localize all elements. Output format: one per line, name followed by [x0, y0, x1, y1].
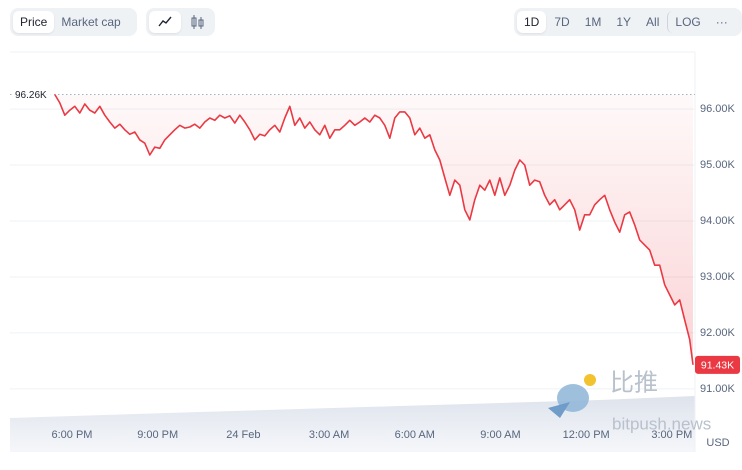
price-line	[54, 94, 694, 365]
watermark-text: bitpush.news	[612, 414, 711, 433]
x-tick-label: 3:00 PM	[651, 429, 692, 441]
y-tick-label: 93.00K	[700, 271, 736, 283]
range-button[interactable]: ···	[715, 15, 728, 29]
view-toggle: Price Market cap	[10, 8, 137, 36]
range-button[interactable]: LOG	[667, 11, 707, 33]
x-tick-label: 6:00 AM	[395, 429, 435, 441]
y-tick-label: 95.00K	[700, 159, 736, 171]
x-tick-label: 9:00 AM	[480, 429, 520, 441]
range-button[interactable]: 7D	[554, 15, 570, 29]
x-tick-label: 12:00 PM	[563, 429, 610, 441]
candle-style-button[interactable]	[181, 11, 213, 33]
candle-icon	[191, 15, 204, 29]
reference-label-bg	[12, 87, 52, 101]
watermark	[548, 374, 596, 418]
volume-area	[10, 396, 695, 452]
x-tick-label: 24 Feb	[226, 429, 260, 441]
line-style-button[interactable]	[149, 11, 181, 33]
x-tick-label: 6:00 PM	[52, 429, 93, 441]
area-fill	[54, 94, 694, 365]
view-button[interactable]: Price	[13, 11, 55, 33]
chart-style-toggle	[146, 8, 215, 36]
last-price-badge	[695, 355, 740, 374]
watermark-text: 比推	[610, 369, 658, 396]
y-tick-label: 94.00K	[700, 215, 736, 227]
view-button[interactable]: Market cap	[61, 15, 121, 29]
y-tick-label: 91.00K	[700, 383, 736, 395]
currency-label: USD	[706, 437, 729, 449]
range-button[interactable]: 1D	[517, 11, 547, 33]
reference-label: 96.26K	[15, 90, 47, 101]
range-button[interactable]: 1Y	[616, 15, 632, 29]
last-price-label: 91.43K	[701, 360, 734, 372]
range-button[interactable]: All	[646, 15, 660, 29]
x-tick-label: 9:00 PM	[137, 429, 178, 441]
range-button[interactable]: 1M	[584, 15, 602, 29]
line-icon	[158, 16, 172, 27]
y-tick-label: 92.00K	[700, 327, 736, 339]
x-tick-label: 3:00 AM	[309, 429, 349, 441]
y-tick-label: 96.00K	[700, 103, 736, 115]
range-toggle: 1D 7D 1M 1Y All LOG ···	[514, 8, 742, 36]
